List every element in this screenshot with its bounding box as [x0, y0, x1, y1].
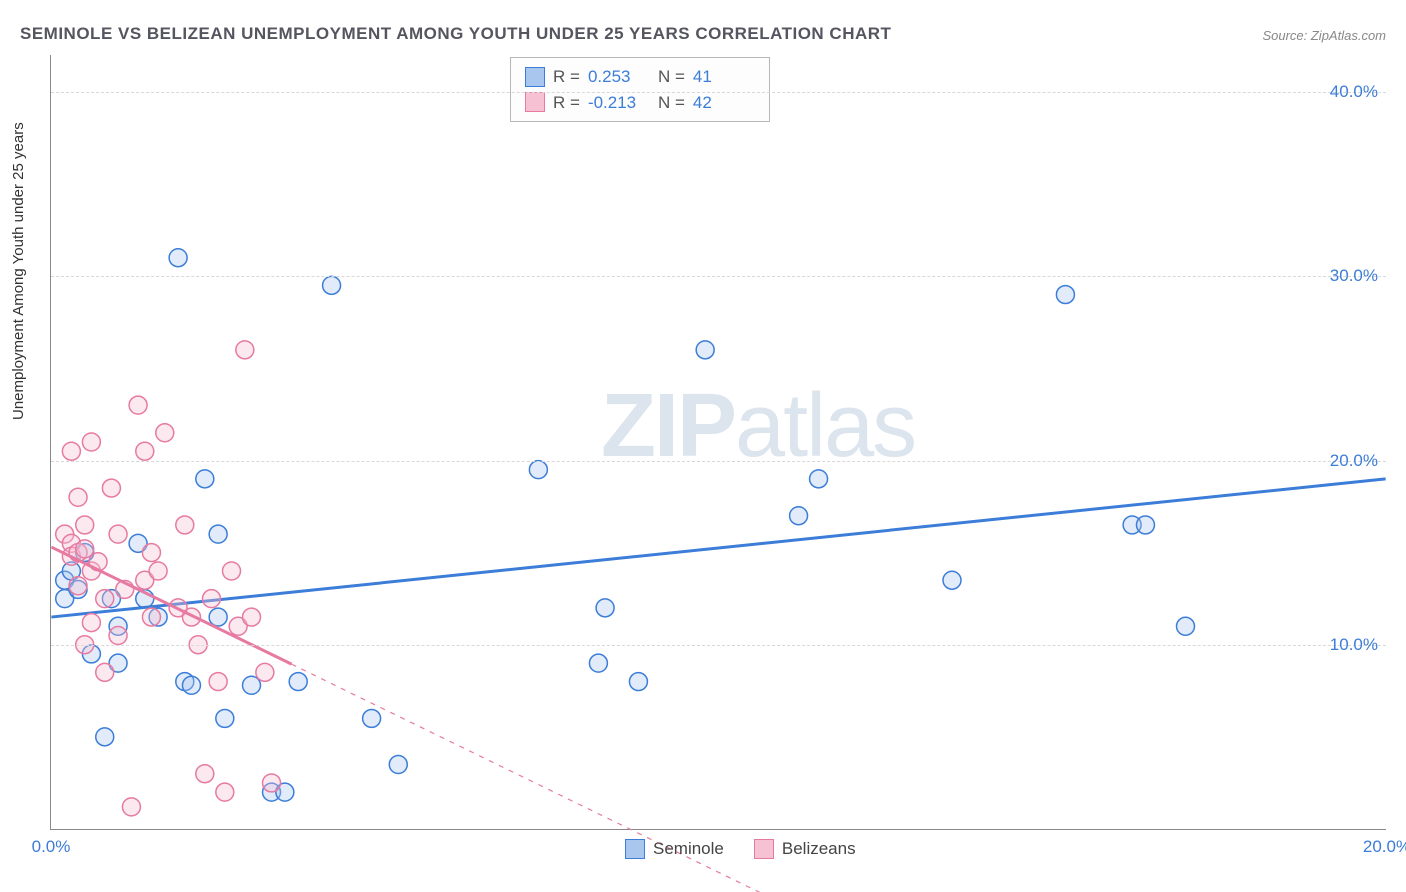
- scatter-point: [1056, 286, 1074, 304]
- legend-item: Belizeans: [754, 839, 856, 859]
- scatter-point: [176, 516, 194, 534]
- scatter-point: [96, 590, 114, 608]
- scatter-point: [209, 673, 227, 691]
- scatter-point: [142, 544, 160, 562]
- stats-r-value: -0.213: [588, 90, 650, 116]
- scatter-point: [102, 479, 120, 497]
- scatter-point: [323, 276, 341, 294]
- stats-legend: R = 0.253 N = 41 R = -0.213 N = 42: [510, 57, 770, 122]
- scatter-point: [243, 608, 261, 626]
- y-tick-label: 20.0%: [1330, 451, 1378, 471]
- scatter-point: [109, 525, 127, 543]
- legend-label: Seminole: [653, 839, 724, 859]
- y-tick-label: 30.0%: [1330, 266, 1378, 286]
- stats-row: R = 0.253 N = 41: [525, 64, 755, 90]
- chart-container: SEMINOLE VS BELIZEAN UNEMPLOYMENT AMONG …: [0, 0, 1406, 892]
- scatter-point: [1177, 617, 1195, 635]
- stats-n-label: N =: [658, 90, 685, 116]
- scatter-point: [136, 442, 154, 460]
- y-axis-label: Unemployment Among Youth under 25 years: [10, 122, 27, 420]
- stats-n-value: 41: [693, 64, 755, 90]
- scatter-point: [529, 461, 547, 479]
- stats-r-label: R =: [553, 90, 580, 116]
- stats-n-value: 42: [693, 90, 755, 116]
- y-tick-label: 10.0%: [1330, 635, 1378, 655]
- scatter-point: [69, 488, 87, 506]
- scatter-point: [389, 756, 407, 774]
- scatter-point: [202, 590, 220, 608]
- y-tick-label: 40.0%: [1330, 82, 1378, 102]
- scatter-point: [236, 341, 254, 359]
- scatter-point: [289, 673, 307, 691]
- scatter-point: [69, 577, 87, 595]
- stats-r-label: R =: [553, 64, 580, 90]
- plot-area: ZIPatlas R =0.253N =41R =-0.213N =42 Sem…: [50, 55, 1386, 830]
- plot-svg: [51, 55, 1386, 829]
- scatter-point: [96, 728, 114, 746]
- series-swatch: [525, 92, 545, 112]
- scatter-point: [122, 798, 140, 816]
- scatter-point: [256, 663, 274, 681]
- gridline-h: [51, 461, 1386, 462]
- scatter-point: [149, 562, 167, 580]
- scatter-point: [790, 507, 808, 525]
- scatter-point: [810, 470, 828, 488]
- scatter-point: [223, 562, 241, 580]
- scatter-point: [82, 614, 100, 632]
- scatter-point: [216, 709, 234, 727]
- source-attribution: Source: ZipAtlas.com: [1262, 28, 1386, 43]
- x-tick-label: 0.0%: [32, 837, 71, 857]
- scatter-point: [62, 442, 80, 460]
- scatter-point: [82, 433, 100, 451]
- scatter-point: [596, 599, 614, 617]
- scatter-point: [76, 516, 94, 534]
- scatter-point: [169, 249, 187, 267]
- scatter-point: [196, 470, 214, 488]
- scatter-point: [263, 774, 281, 792]
- scatter-point: [142, 608, 160, 626]
- scatter-point: [96, 663, 114, 681]
- chart-title: SEMINOLE VS BELIZEAN UNEMPLOYMENT AMONG …: [20, 24, 891, 44]
- scatter-point: [589, 654, 607, 672]
- scatter-point: [216, 783, 234, 801]
- scatter-point: [129, 396, 147, 414]
- scatter-point: [696, 341, 714, 359]
- bottom-legend: Seminole Belizeans: [625, 839, 856, 859]
- gridline-h: [51, 276, 1386, 277]
- x-tick-label: 20.0%: [1363, 837, 1406, 857]
- regression-line: [51, 479, 1385, 617]
- stats-n-label: N =: [658, 64, 685, 90]
- scatter-point: [363, 709, 381, 727]
- stats-r-value: 0.253: [588, 64, 650, 90]
- scatter-point: [182, 676, 200, 694]
- gridline-h: [51, 92, 1386, 93]
- series-swatch: [525, 67, 545, 87]
- scatter-point: [1136, 516, 1154, 534]
- scatter-point: [629, 673, 647, 691]
- scatter-point: [196, 765, 214, 783]
- scatter-point: [943, 571, 961, 589]
- scatter-point: [209, 525, 227, 543]
- stats-row: R = -0.213 N = 42: [525, 90, 755, 116]
- scatter-point: [109, 627, 127, 645]
- legend-item: Seminole: [625, 839, 724, 859]
- gridline-h: [51, 645, 1386, 646]
- legend-label: Belizeans: [782, 839, 856, 859]
- legend-swatch: [625, 839, 645, 859]
- scatter-point: [209, 608, 227, 626]
- scatter-point: [156, 424, 174, 442]
- legend-swatch: [754, 839, 774, 859]
